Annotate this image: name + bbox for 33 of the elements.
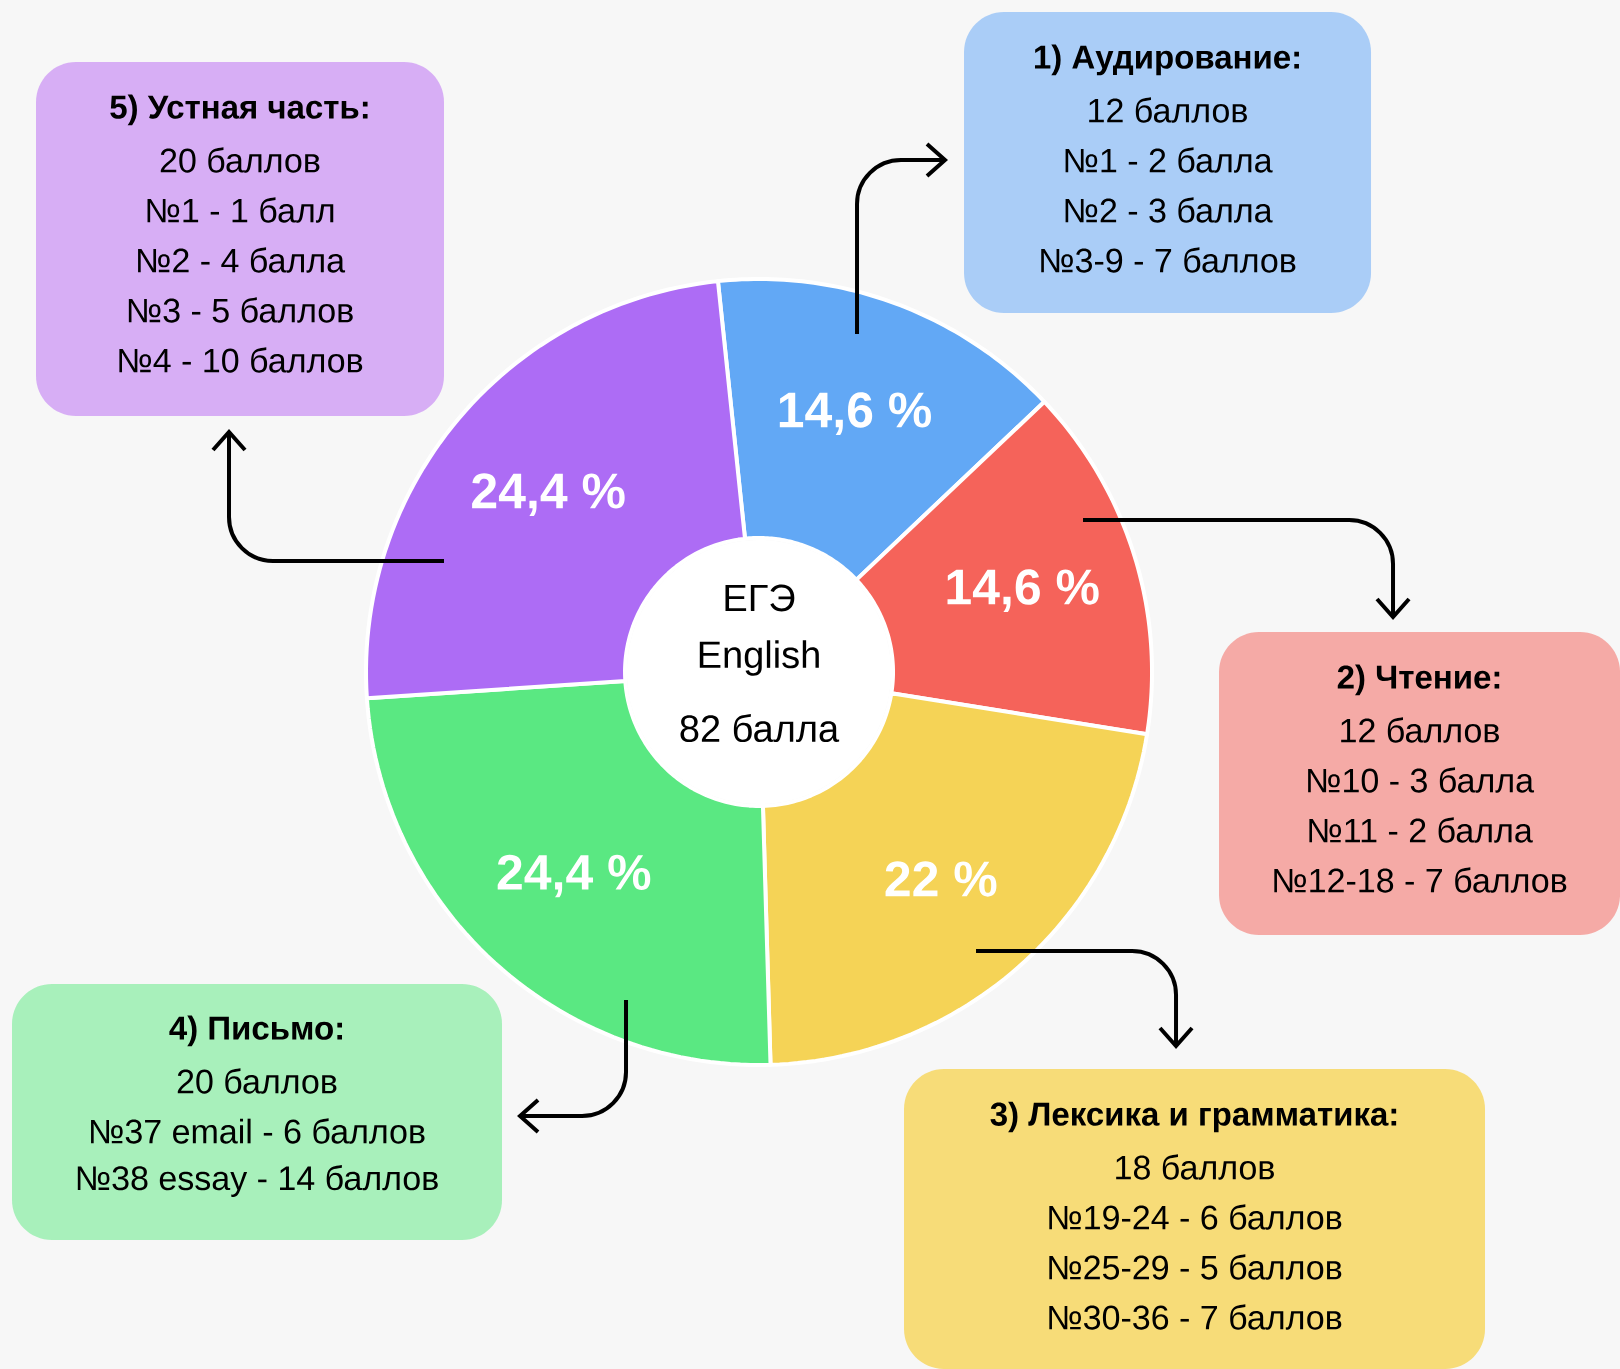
text: 20 баллов [160, 147, 320, 173]
text: 20 баллов [177, 1068, 337, 1094]
text: №10 - 3 балла [1308, 767, 1535, 793]
text: №12-18 - 7 баллов [1274, 867, 1567, 893]
text: №38 essay - 14 баллов [77, 1165, 438, 1197]
text: 5) Устная часть: [110, 94, 368, 126]
data-label: 14,6 % [947, 569, 1099, 613]
data-label: 24,4 % [497, 854, 651, 898]
text: №30-36 - 7 баллов [1049, 1304, 1342, 1330]
text: №3-9 - 7 баллов [1041, 247, 1296, 273]
text: 1) Аудирование: [1034, 44, 1299, 76]
text: №1 - 2 балла [1065, 147, 1273, 173]
data-label: 22 % [885, 861, 997, 897]
data-label: 14,6 % [779, 392, 931, 435]
text: 4) Письмо: [169, 1015, 343, 1047]
text: №4 - 10 баллов [119, 347, 363, 373]
text: 2) Чтение: [1337, 664, 1500, 696]
text: №2 - 3 балла [1065, 197, 1273, 223]
text: №11 - 2 балла [1309, 817, 1533, 843]
text: 12 баллов [1089, 97, 1247, 123]
text: №37 email - 6 баллов [91, 1118, 425, 1144]
text: 12 баллов [1341, 717, 1499, 743]
text: 3) Лексика и грамматика: [990, 1101, 1397, 1133]
text: 82 балла [680, 713, 840, 743]
text: English [699, 640, 819, 676]
text: №1 - 1 балл [147, 197, 334, 223]
text: №25-29 - 5 баллов [1049, 1254, 1342, 1280]
text: №2 - 4 балла [138, 247, 346, 273]
text: ЕГЭ [725, 584, 795, 612]
text: №3 - 5 баллов [128, 297, 353, 323]
data-label: 24,4 % [472, 473, 625, 516]
text: 18 баллов [1116, 1154, 1274, 1180]
text: №19-24 - 6 баллов [1049, 1204, 1342, 1230]
